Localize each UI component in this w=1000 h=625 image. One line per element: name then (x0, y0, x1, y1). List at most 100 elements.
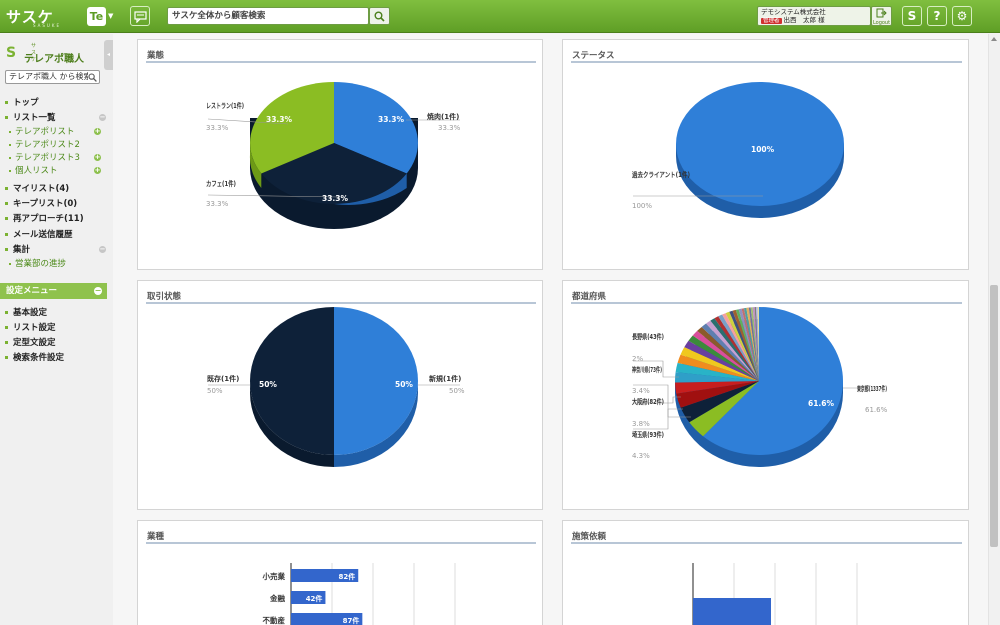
settings-button[interactable]: ⚙ (952, 6, 972, 26)
collapse-list-icon[interactable]: − (99, 113, 106, 121)
pie-slice[interactable] (697, 326, 759, 381)
sidebar-item-list-settings[interactable]: リスト設定 (5, 321, 56, 333)
slice-percent: 61.6% (865, 406, 888, 414)
pie-slice[interactable] (732, 309, 759, 381)
sasuke-logo[interactable]: サスケ (6, 6, 54, 27)
search-button[interactable] (369, 7, 390, 25)
pie-slice[interactable] (675, 372, 759, 383)
sidebar-item-list[interactable]: リスト一覧 (5, 111, 56, 123)
pie-slice[interactable] (718, 314, 759, 381)
slice-percent: 3.4% (632, 387, 650, 395)
pie-slice[interactable] (689, 381, 759, 437)
pie-slice[interactable] (692, 330, 759, 381)
pie-slice-new[interactable] (334, 307, 418, 455)
sidebar-collapse-toggle[interactable]: ◂ (104, 40, 113, 70)
logout-icon (876, 8, 887, 18)
logout-button[interactable]: Logout (871, 6, 892, 26)
bar-value-label: 82件 (338, 572, 355, 581)
pie-slice[interactable] (677, 354, 759, 381)
pie-slice[interactable] (688, 335, 759, 381)
pie-slice[interactable] (752, 307, 759, 381)
pie-slice[interactable] (684, 340, 759, 381)
customer-search-input[interactable]: サスケ全体から顧客検索 (167, 7, 369, 25)
industry-pie-chart: 33.3% 33.3% 33.3% 焼肉(1件) 33.3% レストラン(1件)… (206, 82, 461, 229)
pie-slice[interactable] (748, 307, 759, 381)
pie-slices (675, 307, 843, 455)
settings-menu-header[interactable]: 設定メニュー − (0, 283, 107, 299)
app-switch-button[interactable]: Te (87, 7, 106, 26)
pie-slice[interactable] (676, 381, 759, 408)
pie-slice[interactable] (710, 318, 759, 381)
sidebar-item-list1[interactable]: テレアポリスト (9, 125, 75, 137)
scroll-up-arrow[interactable] (991, 37, 997, 41)
bar[interactable] (693, 598, 771, 625)
pie-slice[interactable] (701, 323, 759, 381)
pie-slice[interactable] (743, 307, 759, 381)
sidebar-item-template-settings[interactable]: 定型文設定 (5, 336, 56, 348)
pie-slice-restaurant[interactable] (250, 82, 334, 174)
pie-slice[interactable] (754, 307, 759, 381)
sidebar-item-list3[interactable]: テレアポリスト3 (9, 151, 80, 163)
add-list-icon[interactable]: + (94, 153, 101, 161)
sidebar-item-reapproach[interactable]: 再アプローチ(11) (5, 212, 84, 224)
sidebar-item-mylist[interactable]: マイリスト(4) (5, 182, 69, 194)
pie-slice[interactable] (738, 308, 759, 381)
sidebar-item-top[interactable]: トップ (5, 96, 39, 108)
status-panel: ステータス 100% 過去クライアント(1件) 100% (562, 39, 969, 270)
sidebar-item-list2[interactable]: テレアポリスト2 (9, 138, 80, 150)
sidebar-item-basic-settings[interactable]: 基本設定 (5, 306, 47, 318)
pie-slice[interactable] (675, 362, 759, 381)
bar[interactable] (291, 613, 363, 625)
pie-slice-past-client[interactable] (676, 82, 844, 206)
pie-slice[interactable] (675, 381, 759, 394)
sidebar-item-personal[interactable]: 個人リスト (9, 164, 58, 176)
bar[interactable] (291, 591, 326, 604)
settings-menu-title: 設定メニュー (6, 286, 58, 296)
collapse-summary-icon[interactable]: − (99, 245, 106, 253)
pie-slice[interactable] (680, 381, 759, 423)
slice-percent: 50% (207, 387, 223, 395)
search-icon (374, 11, 385, 22)
bar-value-label: 42件 (306, 594, 323, 603)
logo-text: サスケ (6, 8, 54, 26)
leader-line (207, 118, 289, 125)
sidebar-item-sales[interactable]: 営業部の進捗 (9, 257, 66, 269)
pie-slice[interactable] (746, 307, 759, 381)
role-badge: 管理者 (761, 18, 782, 24)
pie-slice[interactable] (757, 307, 759, 381)
pie-slice-tokyo[interactable] (703, 307, 843, 455)
help-button[interactable]: ? (927, 6, 947, 26)
bullet (5, 311, 8, 314)
sasuke-home-button[interactable]: S (902, 6, 922, 26)
pie-slice-yakiniku[interactable] (334, 82, 418, 174)
pie-slice[interactable] (680, 347, 759, 381)
pie-slice-existing[interactable] (250, 307, 334, 455)
chevron-down-icon[interactable]: ▼ (108, 12, 114, 20)
pie-slice[interactable] (735, 309, 759, 381)
sidebar-search-input[interactable]: テレアポ職人 から検索 (5, 70, 100, 84)
message-button[interactable] (130, 6, 150, 26)
user-info[interactable]: デモシステム株式会社 管理者 出西 太郎 様 (757, 6, 871, 26)
pie-slice[interactable] (750, 307, 759, 381)
pie-slice[interactable] (741, 308, 759, 381)
pie-slice[interactable] (714, 316, 759, 381)
pie-slice[interactable] (756, 307, 759, 381)
sidebar-item-mailhistory[interactable]: メール送信履歴 (5, 228, 73, 240)
bar-category-label: 金融 (269, 593, 285, 603)
pie-slice[interactable] (706, 320, 759, 381)
sidebar-item-label: 再アプローチ(11) (13, 214, 84, 224)
pie-slice[interactable] (729, 310, 759, 381)
collapse-icon[interactable]: − (94, 286, 102, 295)
pie-slice-cafe[interactable] (261, 143, 407, 204)
sidebar-item-summary[interactable]: 集計 (5, 243, 30, 255)
sidebar-item-keeplist[interactable]: キープリスト(0) (5, 197, 77, 209)
add-list-icon[interactable]: + (94, 127, 101, 135)
scrollbar-thumb[interactable] (990, 285, 998, 547)
status-pie-chart: 100% 過去クライアント(1件) 100% (631, 82, 844, 218)
pie-slice[interactable] (722, 313, 759, 381)
pie-slice[interactable] (725, 311, 759, 381)
bar[interactable] (291, 569, 359, 582)
sidebar-item-search-settings[interactable]: 検索条件設定 (5, 351, 64, 363)
add-list-icon[interactable]: + (94, 166, 101, 174)
